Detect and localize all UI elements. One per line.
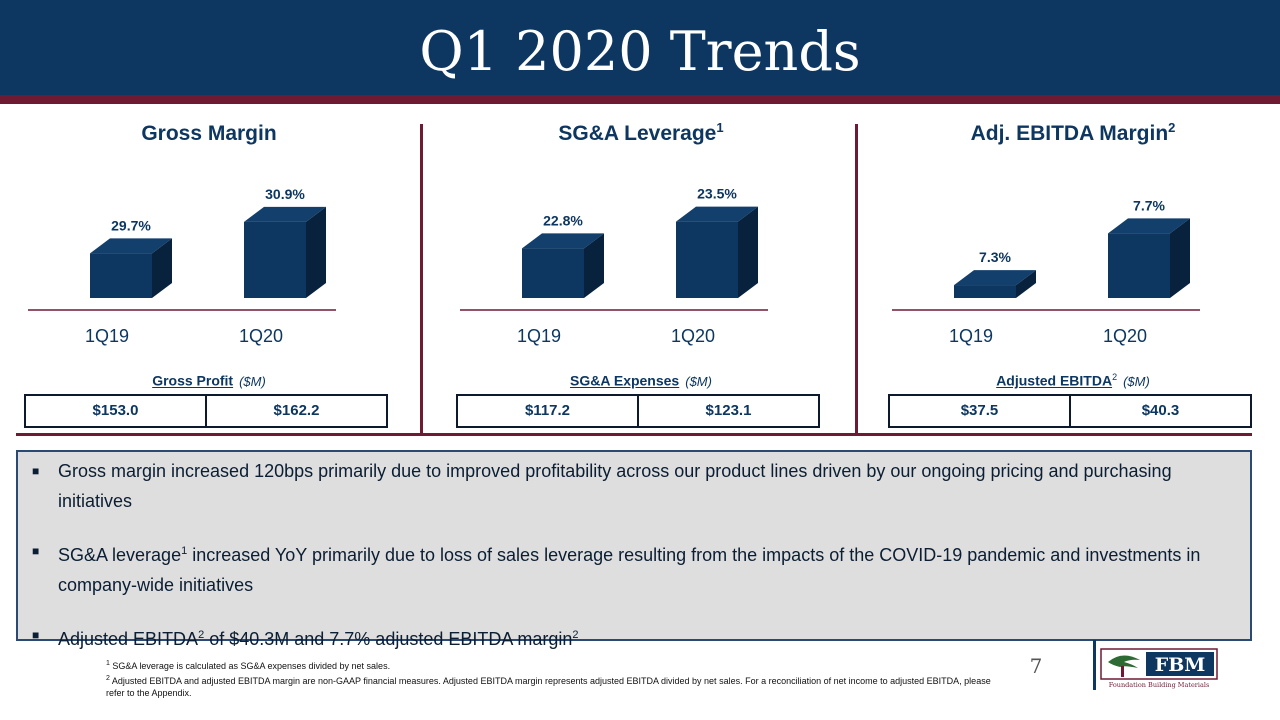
category-label: 1Q20 bbox=[671, 326, 715, 346]
ebitda-margin-chart: 7.3% 1Q19 7.7% 1Q20 bbox=[892, 197, 1200, 346]
data-label: 23.5% bbox=[697, 186, 737, 202]
table-cell: $37.5 bbox=[960, 402, 999, 419]
bullet-square-icon: ■ bbox=[32, 628, 40, 642]
panel-subtitle: Gross Profit ($M) bbox=[152, 372, 266, 389]
panel-subtitle: Adjusted EBITDA2 ($M) bbox=[996, 372, 1150, 389]
ebitda-margin-panel: Adj. EBITDA Margin2 7.3% 1Q19 7.7% 1Q20 Adj… bbox=[880, 110, 1266, 435]
bar bbox=[676, 221, 738, 298]
bullet-text: SG&A leverage1 increased YoY primarily d… bbox=[58, 545, 1201, 595]
panel-title: Gross Margin bbox=[141, 122, 277, 145]
category-label: 1Q19 bbox=[949, 326, 993, 346]
bullet-item: ■ Adjusted EBITDA2 of $40.3M and 7.7% ad… bbox=[32, 622, 1232, 652]
bar bbox=[954, 285, 1016, 298]
table-cell: $153.0 bbox=[92, 402, 139, 419]
logo-wordmark: FBM bbox=[1155, 654, 1206, 676]
logo-tagline: Foundation Building Materials bbox=[1109, 681, 1210, 689]
bar-side bbox=[306, 206, 326, 298]
bullet-item: ■ Gross margin increased 120bps primaril… bbox=[32, 458, 1232, 514]
category-label: 1Q20 bbox=[1103, 326, 1147, 346]
bar-side bbox=[1016, 270, 1036, 298]
bar bbox=[1108, 233, 1170, 298]
bullet-text: Gross margin increased 120bps primarily … bbox=[58, 461, 1172, 511]
data-label: 29.7% bbox=[111, 217, 151, 233]
logo-divider bbox=[1093, 640, 1096, 690]
data-label: 22.8% bbox=[543, 212, 583, 228]
logo-trunk bbox=[1121, 666, 1124, 677]
panel-title: SG&A Leverage1 bbox=[558, 120, 724, 145]
bar-top bbox=[244, 206, 326, 222]
bar-top bbox=[1108, 218, 1190, 234]
bar-side bbox=[152, 238, 172, 298]
slide-title: Q1 2020 Trends bbox=[419, 20, 861, 83]
table-cell: $117.2 bbox=[524, 402, 571, 419]
bar bbox=[90, 253, 152, 298]
panel-divider bbox=[420, 124, 423, 436]
logo-plate bbox=[1146, 652, 1214, 676]
category-label: 1Q19 bbox=[85, 326, 129, 346]
bullet-square-icon: ■ bbox=[32, 544, 40, 558]
header-stripe bbox=[0, 95, 1280, 104]
footnote: 2 Adjusted EBITDA and adjusted EBITDA ma… bbox=[106, 674, 991, 699]
logo-frame bbox=[1100, 648, 1218, 680]
gross-margin-chart: 29.7% 1Q19 30.9% 1Q20 bbox=[28, 186, 336, 346]
page-number: 7 bbox=[1029, 654, 1043, 678]
sga-leverage-chart: 22.8% 1Q19 23.5% 1Q20 bbox=[460, 186, 768, 346]
footnote: 1 SG&A leverage is calculated as SG&A ex… bbox=[106, 660, 391, 671]
bar-side bbox=[738, 206, 758, 298]
category-label: 1Q20 bbox=[239, 326, 283, 346]
bullet-item: ■ SG&A leverage1 increased YoY primarily… bbox=[32, 538, 1232, 598]
sga-expenses-table: $117.2 $123.1 bbox=[456, 394, 820, 428]
bar-top bbox=[954, 270, 1036, 286]
gross-margin-panel: Gross Margin 29.7% 1Q19 30.9% 1Q20 Gross Pr… bbox=[16, 110, 402, 435]
data-label: 7.3% bbox=[979, 249, 1011, 265]
gross-profit-table: $153.0 $162.2 bbox=[24, 394, 388, 428]
sga-leverage-panel: SG&A Leverage1 22.8% 1Q19 23.5% 1Q20 SG&A E… bbox=[448, 110, 834, 435]
panel-title: Adj. EBITDA Margin2 bbox=[970, 120, 1176, 145]
bar bbox=[522, 248, 584, 298]
bar-side bbox=[584, 233, 604, 298]
category-label: 1Q19 bbox=[517, 326, 561, 346]
table-cell: $162.2 bbox=[205, 396, 386, 426]
bar-top bbox=[90, 238, 172, 254]
bullet-text: Adjusted EBITDA2 of $40.3M and 7.7% adju… bbox=[58, 629, 579, 649]
table-cell: $123.1 bbox=[637, 396, 818, 426]
data-label: 30.9% bbox=[265, 186, 305, 202]
table-cell: $40.3 bbox=[1069, 396, 1250, 426]
fbm-logo: FBM Foundation Building Materials bbox=[1100, 648, 1218, 689]
logo-tree-icon bbox=[1108, 655, 1140, 668]
header-bar bbox=[0, 0, 1280, 95]
bar bbox=[244, 221, 306, 298]
section-divider bbox=[16, 433, 1252, 436]
footnotes: 1 SG&A leverage is calculated as SG&A ex… bbox=[106, 658, 1006, 700]
bar-side bbox=[1170, 218, 1190, 298]
panel-subtitle: SG&A Expenses ($M) bbox=[570, 372, 712, 389]
adjusted-ebitda-table: $37.5 $40.3 bbox=[888, 394, 1252, 428]
panel-divider bbox=[855, 124, 858, 436]
bar-top bbox=[522, 233, 604, 249]
bar-top bbox=[676, 206, 758, 222]
bullet-square-icon: ■ bbox=[32, 464, 40, 478]
commentary-box: ■ Gross margin increased 120bps primaril… bbox=[16, 450, 1252, 649]
data-label: 7.7% bbox=[1133, 197, 1165, 213]
